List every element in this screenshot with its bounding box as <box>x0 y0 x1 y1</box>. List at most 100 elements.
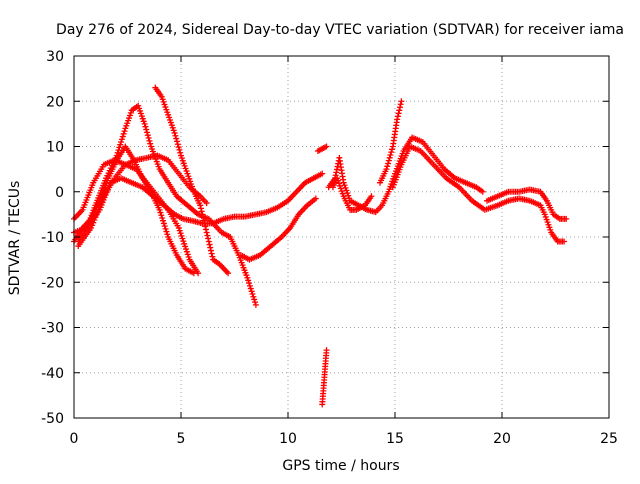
data-point <box>246 280 253 287</box>
data-point <box>209 253 216 260</box>
data-point <box>383 166 390 173</box>
data-point <box>319 170 326 177</box>
data-point <box>208 250 215 257</box>
data-point <box>312 195 319 202</box>
data-point <box>203 200 210 207</box>
data-point <box>146 137 153 144</box>
data-point <box>246 282 253 289</box>
data-point <box>177 149 184 156</box>
data-point <box>175 144 182 151</box>
chart-title: Day 276 of 2024, Sidereal Day-to-day VTE… <box>56 22 624 38</box>
data-point <box>479 188 486 195</box>
data-point <box>116 144 123 151</box>
x-tick-label: 25 <box>600 431 618 447</box>
data-point <box>143 126 150 133</box>
data-point <box>395 110 402 117</box>
series-track-11 <box>377 98 405 186</box>
x-tick-label: 10 <box>279 431 297 447</box>
data-point <box>205 235 212 242</box>
data-point <box>142 123 149 130</box>
data-point <box>164 231 171 238</box>
data-point <box>244 274 251 281</box>
data-point <box>173 138 180 145</box>
series-track-7 <box>237 195 319 263</box>
data-point <box>199 211 206 218</box>
data-point <box>397 101 404 108</box>
data-point <box>396 104 403 111</box>
data-point <box>160 217 167 224</box>
data-point <box>384 163 391 170</box>
grid-layer <box>74 56 609 418</box>
series-track-4 <box>71 143 197 277</box>
y-axis-label: SDTVAR / TECUs <box>7 181 23 296</box>
y-tick-label: 20 <box>46 94 64 110</box>
data-point <box>250 293 257 300</box>
data-point <box>206 241 213 248</box>
marks-layer <box>71 84 570 408</box>
data-point <box>388 149 395 156</box>
data-point <box>162 225 169 232</box>
data-point <box>247 285 254 292</box>
series-track-8 <box>314 143 330 155</box>
data-point <box>561 238 568 245</box>
data-point <box>385 157 392 164</box>
x-tick-label: 20 <box>493 431 511 447</box>
data-point <box>201 220 208 227</box>
data-point <box>171 129 178 136</box>
data-point <box>387 151 394 158</box>
data-point <box>251 296 258 303</box>
series-track-12 <box>389 143 568 245</box>
y-tick-label: -10 <box>41 230 64 246</box>
data-point <box>389 146 396 153</box>
data-point <box>200 214 207 221</box>
data-point <box>249 291 256 298</box>
series-track-9 <box>319 347 330 408</box>
data-point <box>394 113 401 120</box>
x-axis-label: GPS time / hours <box>282 458 399 474</box>
data-point <box>119 133 126 140</box>
data-point <box>202 226 209 233</box>
y-tick-label: -30 <box>41 321 64 337</box>
data-point <box>173 135 180 142</box>
y-tick-label: -20 <box>41 275 64 291</box>
series-track-6 <box>152 84 232 277</box>
data-point <box>117 141 124 148</box>
data-point <box>385 160 392 167</box>
data-point <box>145 135 152 142</box>
data-point <box>200 217 207 224</box>
data-point <box>252 299 259 306</box>
series-track-14 <box>329 175 375 213</box>
data-point <box>203 229 210 236</box>
data-point <box>323 143 330 150</box>
y-tick-label: -50 <box>41 411 64 427</box>
data-point <box>174 141 181 148</box>
x-tick-label: 5 <box>177 431 186 447</box>
data-point <box>121 128 128 135</box>
x-tick-label: 15 <box>386 431 404 447</box>
data-point <box>160 220 167 227</box>
data-point <box>147 140 154 147</box>
data-point <box>172 132 179 139</box>
data-point <box>161 223 168 230</box>
y-tick-label: -40 <box>41 366 64 382</box>
data-point <box>118 136 125 143</box>
series-track-13 <box>484 186 570 222</box>
y-tick-label: 10 <box>46 140 64 156</box>
ticks-layer: 0 5 10 15 20 25 -50 -40 -30 -20 -10 0 10 20 30 <box>41 49 618 447</box>
y-tick-label: 30 <box>46 49 64 65</box>
data-point <box>157 209 164 216</box>
data-point <box>386 154 393 161</box>
data-point <box>156 206 163 213</box>
y-tick-label: 0 <box>55 185 64 201</box>
data-point <box>207 247 214 254</box>
data-point <box>118 138 125 145</box>
data-point <box>252 301 259 308</box>
data-point <box>204 232 211 239</box>
data-point <box>368 193 375 200</box>
data-point <box>197 202 204 209</box>
data-point <box>394 116 401 123</box>
data-point <box>205 238 212 245</box>
data-point <box>202 223 209 230</box>
